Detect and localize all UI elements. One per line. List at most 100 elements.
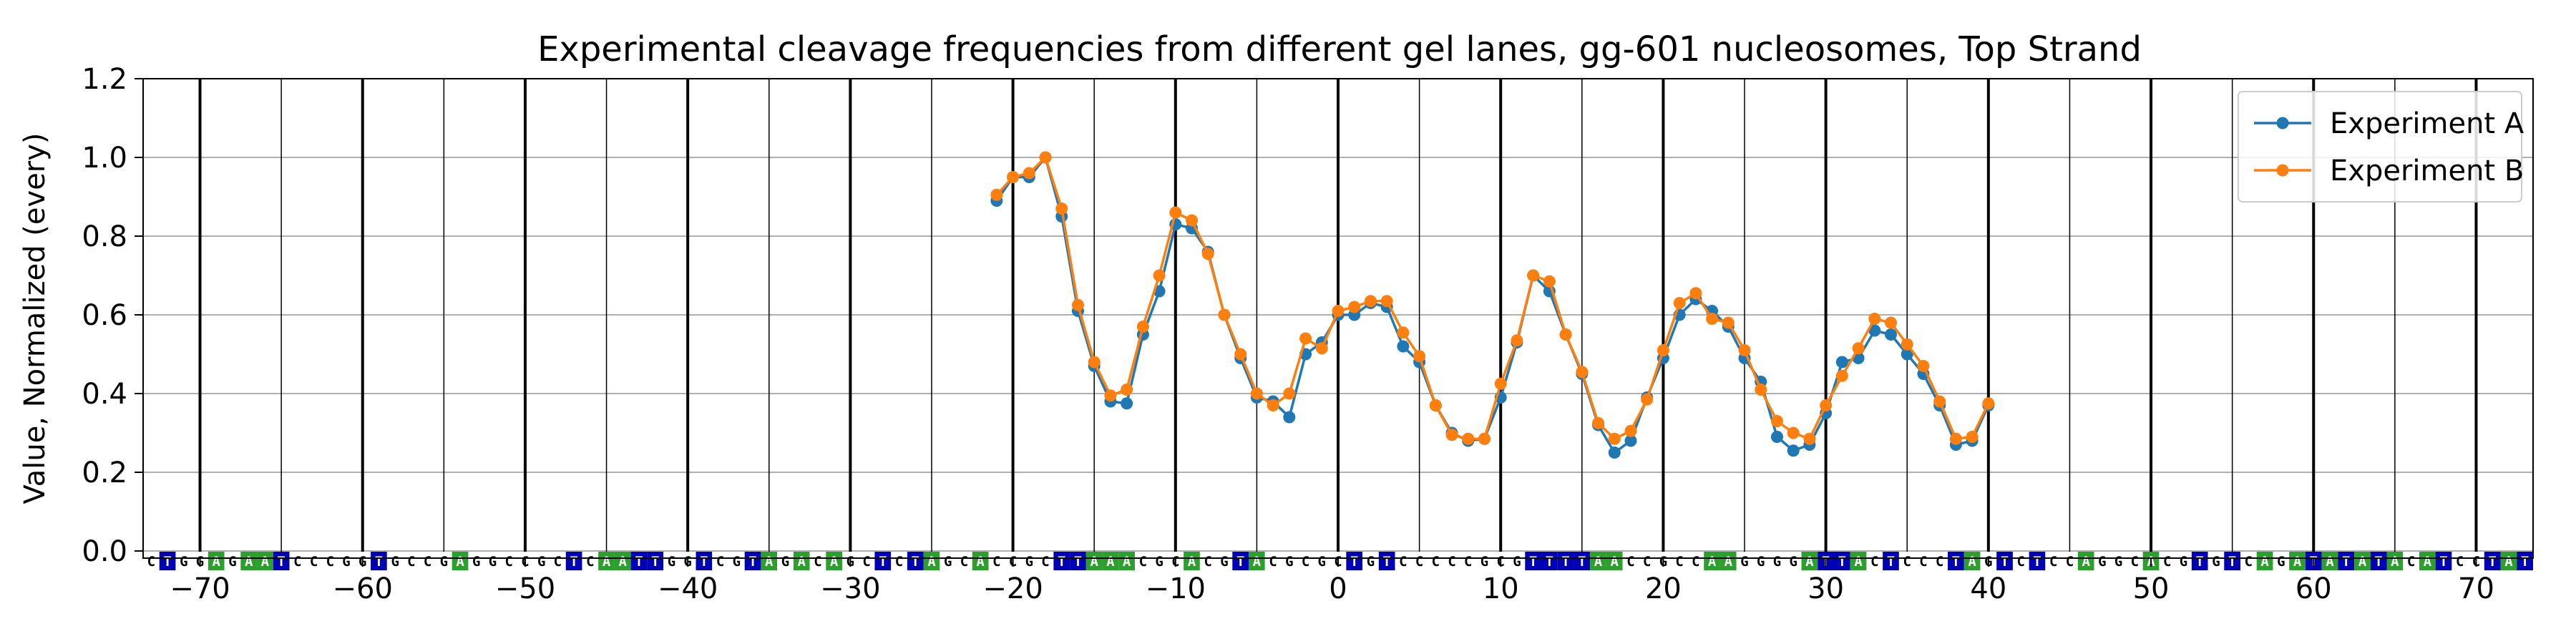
sequence-cell (403, 552, 420, 570)
sequence-cell (1769, 552, 1785, 570)
sequence-base: G (440, 554, 448, 570)
sequence-cell (1199, 552, 1216, 570)
sequence-cell (1931, 552, 1948, 570)
sequence-base: T (2001, 554, 2009, 570)
sequence-base: T (1561, 554, 1569, 570)
data-point (1770, 431, 1783, 443)
data-point (1624, 434, 1637, 447)
sequence-base: C (147, 554, 155, 570)
data-point (1007, 171, 1020, 183)
data-point (1738, 344, 1751, 356)
sequence-base: T (1529, 554, 1537, 570)
sequence-base: C (1041, 554, 1049, 570)
sequence-cell (1996, 552, 2013, 570)
sequence-cell (2338, 552, 2355, 570)
sequence-base: A (927, 554, 936, 570)
data-point (1689, 287, 1702, 300)
sequence-cell (1346, 552, 1363, 570)
sequence-base: C (992, 554, 1000, 570)
sequence-base: T (570, 554, 577, 570)
sequence-base: G (228, 554, 236, 570)
data-point (1901, 348, 1913, 361)
sequence-cell (1232, 552, 1249, 570)
data-point (1478, 432, 1491, 445)
sequence-base: T (700, 554, 708, 570)
data-point (1917, 360, 1930, 372)
x-tick-label: 60 (2296, 572, 2332, 605)
sequence-cell (1378, 552, 1395, 570)
y-tick-label: 0.6 (82, 299, 127, 332)
sequence-base: G (781, 554, 789, 570)
sequence-cell (630, 552, 648, 570)
sequence-cell (435, 552, 452, 570)
sequence-cell (2126, 552, 2143, 570)
data-point (1852, 342, 1865, 355)
data-point (1218, 308, 1231, 321)
sequence-base: A (619, 554, 628, 570)
sequence-cell (1151, 552, 1168, 570)
sequence-cell (2240, 552, 2257, 570)
sequence-base: A (602, 554, 611, 570)
sequence-cell (1948, 552, 1964, 570)
legend: Experiment A Experiment B (2238, 91, 2524, 203)
y-tick-label: 1.2 (82, 63, 127, 96)
data-point (1722, 316, 1735, 329)
sequence-cell (533, 552, 550, 570)
sequence-base: T (2488, 554, 2496, 570)
sequence-base: C (504, 554, 512, 570)
sequence-cell (2012, 552, 2029, 570)
sequence-base: C (1204, 554, 1212, 570)
data-point (1543, 275, 1556, 288)
x-tick-label: 30 (1807, 572, 1844, 605)
sequence-base: C (895, 554, 903, 570)
sequence-cell (338, 552, 355, 570)
data-point (1136, 321, 1149, 333)
y-tick-label: 1.0 (82, 142, 127, 175)
sequence-cell (1313, 552, 1330, 570)
sequence-base: A (2326, 554, 2334, 570)
sequence-base: C (1269, 554, 1277, 570)
sequence-base: A (2293, 554, 2302, 570)
sequence-cell (2273, 552, 2290, 570)
data-point (1364, 295, 1377, 308)
sequence-cell (663, 552, 680, 570)
sequence-base: C (1870, 554, 1878, 570)
sequence-cell (1622, 552, 1639, 570)
sequence-cell (2289, 552, 2306, 570)
data-point (1283, 411, 1296, 424)
sequence-base: G (1285, 554, 1293, 570)
sequence-cell (777, 552, 794, 570)
sequence-base: C (1692, 554, 1699, 570)
sequence-cell (1362, 552, 1379, 570)
sequence-cell (614, 552, 631, 570)
sequence-base: G (1220, 554, 1228, 570)
sequence-cell (1411, 552, 1428, 570)
sequence-cell (224, 552, 241, 570)
sequence-cell (1264, 552, 1282, 570)
sequence-base: T (1350, 554, 1358, 570)
data-point (1380, 295, 1393, 308)
sequence-base: G (2277, 554, 2285, 570)
sequence-cell (1719, 552, 1737, 570)
sequence-base: G (1740, 554, 1748, 570)
data-point (1153, 269, 1166, 282)
y-axis-label: Value, Normalized (every) (19, 132, 52, 504)
sequence-base: T (2342, 554, 2350, 570)
sequence-base: A (213, 554, 221, 570)
x-tick-label: 40 (1970, 572, 2006, 605)
sequence-base: C (293, 554, 301, 570)
sequence-cell (907, 552, 924, 570)
sequence-cell (1752, 552, 1770, 570)
sequence-base: T (1578, 554, 1586, 570)
data-point (990, 188, 1003, 201)
sequence-base: C (1399, 554, 1407, 570)
sequence-cell (2354, 552, 2371, 570)
sequence-cell (2094, 552, 2111, 570)
data-point (1315, 342, 1328, 355)
sequence-base: C (814, 554, 821, 570)
sequence-cell (1134, 552, 1151, 570)
sequence-base: A (1854, 554, 1863, 570)
series-line (995, 155, 1990, 441)
sequence-base: C (2163, 554, 2171, 570)
sequence-base: A (1594, 554, 1603, 570)
